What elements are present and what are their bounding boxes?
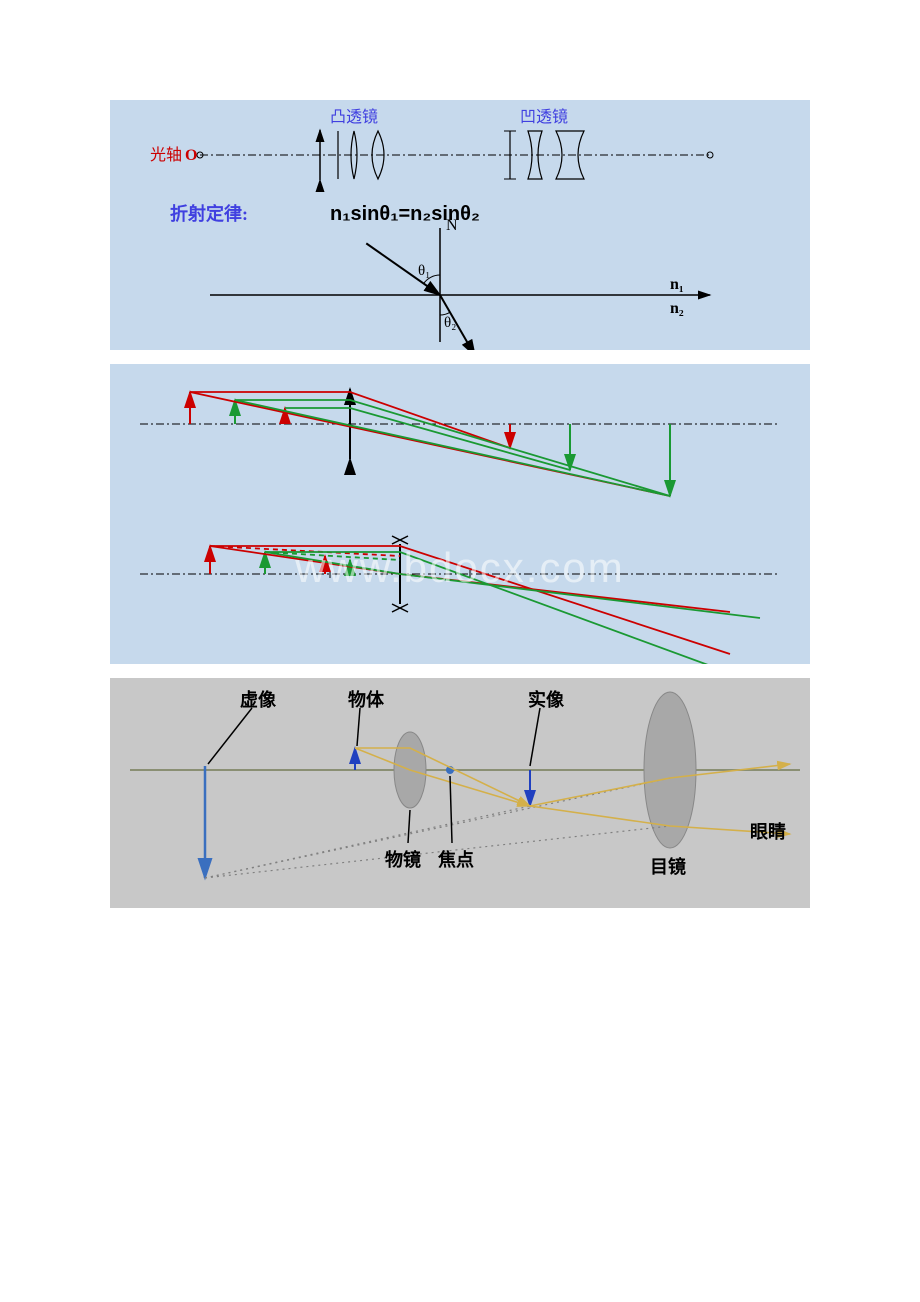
svg-text:目镜: 目镜 <box>650 856 686 877</box>
svg-text:物体: 物体 <box>348 689 385 710</box>
svg-text:θ₁: θ₁ <box>418 263 430 279</box>
svg-text:折射定律:: 折射定律: <box>170 203 248 224</box>
svg-text:凹透镜: 凹透镜 <box>520 107 568 126</box>
svg-text:O: O <box>185 147 197 164</box>
diagram-panel-3: 虚像 物体 实像物镜焦点 目镜 眼睛 <box>110 678 810 908</box>
svg-text:光轴: 光轴 <box>150 146 182 164</box>
panel-microscope-optics: 虚像 物体 实像物镜焦点 目镜 眼睛 <box>110 678 810 908</box>
svg-text:虚像: 虚像 <box>240 689 277 710</box>
svg-text:n₁: n₁ <box>670 276 684 293</box>
svg-text:θ₂: θ₂ <box>444 315 456 331</box>
svg-text:凸透镜: 凸透镜 <box>330 107 378 126</box>
panel-lens-types-and-snell: 光轴O凸透镜凹透镜折射定律:n₁sinθ₁=n₂sinθ₂Nθ₁θ₂n₁n₂ <box>110 100 810 350</box>
svg-text:物镜: 物镜 <box>385 849 421 870</box>
svg-text:眼睛: 眼睛 <box>750 821 786 842</box>
svg-text:n₂: n₂ <box>670 300 684 317</box>
diagram-panel-2 <box>110 364 810 664</box>
panel-ray-tracing: www.bdocx.com <box>110 364 810 664</box>
svg-text:焦点: 焦点 <box>437 849 474 870</box>
diagram-panel-1: 光轴O凸透镜凹透镜折射定律:n₁sinθ₁=n₂sinθ₂Nθ₁θ₂n₁n₂ <box>110 100 810 350</box>
svg-text:实像: 实像 <box>528 689 565 710</box>
svg-text:N: N <box>446 217 458 234</box>
